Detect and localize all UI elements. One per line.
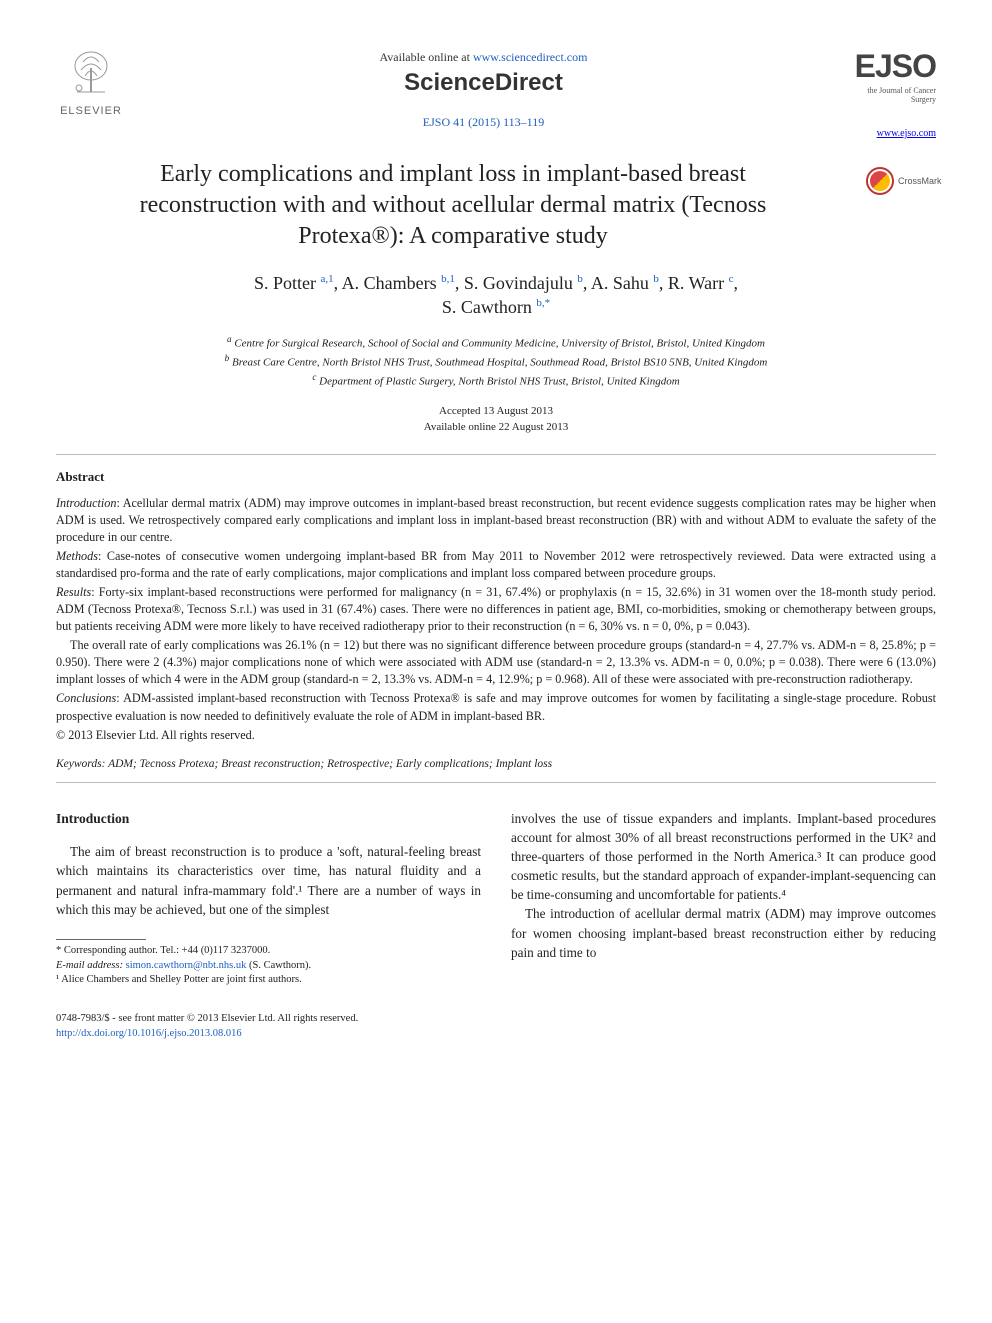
crossmark-label: CrossMark	[898, 176, 942, 186]
left-column: Introduction The aim of breast reconstru…	[56, 809, 481, 1042]
affiliation-c: Department of Plastic Surgery, North Bri…	[319, 376, 679, 388]
abstract-intro-label: Introduction	[56, 496, 116, 510]
elsevier-label: ELSEVIER	[56, 105, 126, 117]
rule-1	[56, 454, 936, 455]
abstract-results-2: The overall rate of early complications …	[56, 638, 936, 686]
author-sup-6: b,*	[536, 297, 550, 309]
abstract-results-label: Results	[56, 585, 91, 599]
footnote-email-label: E-mail address:	[56, 960, 126, 971]
dates: Accepted 13 August 2013 Available online…	[56, 403, 936, 436]
article-title: Early complications and implant loss in …	[56, 159, 850, 253]
ejso-url-link[interactable]: www.ejso.com	[877, 128, 936, 139]
abstract-conclusions-label: Conclusions	[56, 691, 116, 705]
crossmark-icon	[866, 167, 894, 195]
introduction-heading: Introduction	[56, 809, 481, 829]
ejso-logo-text: EJSO	[841, 48, 936, 85]
elsevier-logo: ELSEVIER	[56, 48, 126, 117]
author-sup-2: b,1	[441, 273, 455, 285]
right-column: involves the use of tissue expanders and…	[511, 809, 936, 1042]
date-accepted: Accepted 13 August 2013	[439, 405, 553, 417]
rule-2	[56, 782, 936, 783]
footnote-email-suffix: (S. Cawthorn).	[246, 960, 311, 971]
abstract-body: Introduction: Acellular dermal matrix (A…	[56, 495, 936, 744]
center-header: Available online at www.sciencedirect.co…	[126, 48, 841, 130]
keywords: Keywords: ADM; Tecnoss Protexa; Breast r…	[56, 758, 936, 770]
page: ELSEVIER Available online at www.science…	[0, 0, 992, 1071]
footnotes: * Corresponding author. Tel.: +44 (0)117…	[56, 944, 481, 988]
footnote-email-link[interactable]: simon.cawthorn@nbt.nhs.uk	[126, 960, 247, 971]
author-2: , A. Chambers	[334, 273, 442, 293]
abstract-results-1: : Forty-six implant-based reconstruction…	[56, 585, 936, 633]
authors: S. Potter a,1, A. Chambers b,1, S. Govin…	[56, 271, 936, 320]
crossmark-badge[interactable]: CrossMark	[866, 167, 936, 195]
bottom-info: 0748-7983/$ - see front matter © 2013 El…	[56, 1012, 481, 1041]
abstract-conclusions: : ADM-assisted implant-based reconstruct…	[56, 691, 936, 722]
author-sup-1: a,1	[320, 273, 333, 285]
elsevier-tree-icon	[56, 48, 126, 105]
intro-para-right-1: involves the use of tissue expanders and…	[511, 809, 936, 905]
abstract-heading: Abstract	[56, 469, 936, 485]
author-6: S. Cawthorn	[442, 297, 537, 317]
abstract-intro: : Acellular dermal matrix (ADM) may impr…	[56, 496, 936, 544]
abstract-methods-label: Methods	[56, 549, 98, 563]
header: ELSEVIER Available online at www.science…	[56, 48, 936, 139]
doi-link[interactable]: http://dx.doi.org/10.1016/j.ejso.2013.08…	[56, 1028, 242, 1039]
footnote-rule	[56, 939, 146, 940]
journal-reference: EJSO 41 (2015) 113–119	[126, 115, 841, 130]
affiliations: a Centre for Surgical Research, School o…	[56, 333, 936, 390]
intro-para-left: The aim of breast reconstruction is to p…	[56, 842, 481, 919]
sciencedirect-brand: ScienceDirect	[126, 69, 841, 97]
abstract-copyright: © 2013 Elsevier Ltd. All rights reserved…	[56, 727, 936, 744]
affiliation-b: Breast Care Centre, North Bristol NHS Tr…	[232, 357, 767, 369]
journal-logo: EJSO the Journal of Cancer Surgery www.e…	[841, 48, 936, 139]
author-1: S. Potter	[254, 273, 321, 293]
author-comma: ,	[734, 273, 739, 293]
front-matter: 0748-7983/$ - see front matter © 2013 El…	[56, 1012, 481, 1027]
abstract-methods: : Case-notes of consecutive women underg…	[56, 549, 936, 580]
title-row: Early complications and implant loss in …	[56, 159, 936, 253]
sciencedirect-link[interactable]: www.sciencedirect.com	[473, 50, 588, 64]
footnote-joint-authors: ¹ Alice Chambers and Shelley Potter are …	[56, 973, 481, 988]
date-online: Available online 22 August 2013	[424, 421, 569, 433]
keywords-label: Keywords:	[56, 758, 105, 770]
keywords-list: ADM; Tecnoss Protexa; Breast reconstruct…	[105, 758, 552, 770]
available-online: Available online at www.sciencedirect.co…	[126, 50, 841, 65]
footnote-corresponding: * Corresponding author. Tel.: +44 (0)117…	[56, 944, 481, 959]
author-3: , S. Govindajulu	[455, 273, 578, 293]
author-5: , R. Warr	[659, 273, 729, 293]
author-4: , A. Sahu	[583, 273, 654, 293]
intro-para-right-2: The introduction of acellular dermal mat…	[511, 904, 936, 961]
ejso-subtitle: the Journal of Cancer Surgery	[841, 86, 936, 104]
affiliation-a: Centre for Surgical Research, School of …	[234, 338, 765, 350]
available-prefix: Available online at	[380, 50, 473, 64]
body-columns: Introduction The aim of breast reconstru…	[56, 809, 936, 1042]
